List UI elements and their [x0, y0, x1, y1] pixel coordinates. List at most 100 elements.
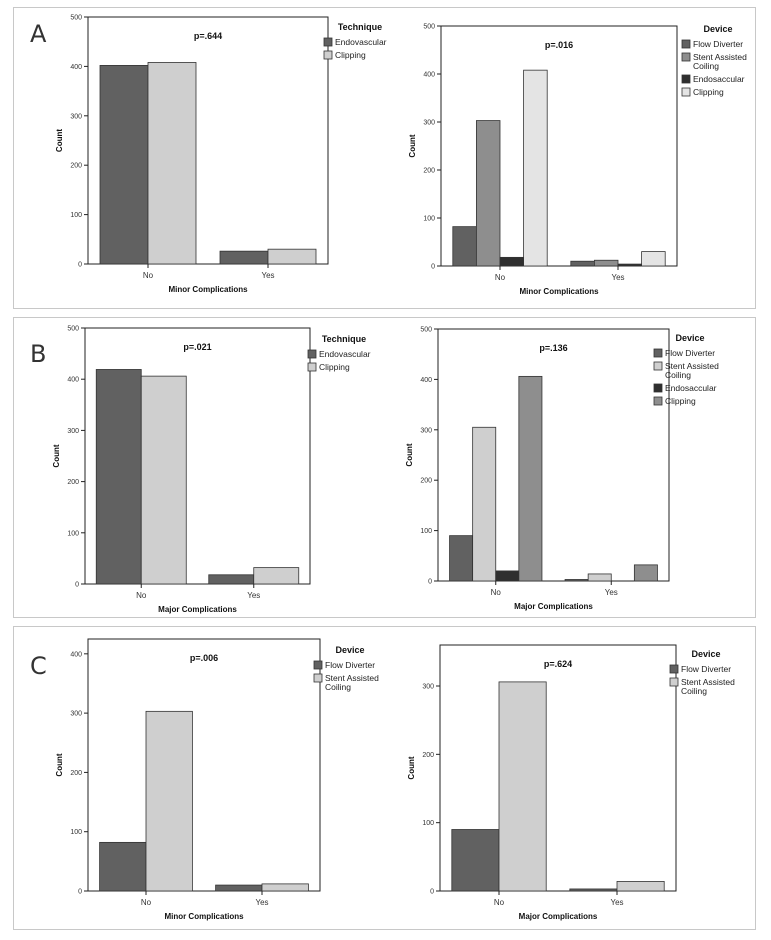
chart-5-ytick-label: 200: [70, 770, 82, 777]
chart-1-bar: [147, 62, 197, 265]
chart-4-legend-swatch: [653, 396, 663, 406]
chart-2-ytick-label: 500: [423, 24, 435, 31]
chart-3-ytick-label: 400: [67, 377, 79, 384]
chart-6-legend-swatch: [669, 677, 679, 687]
chart-1-ytick-label: 0: [78, 262, 82, 269]
chart-5-bar: [145, 710, 193, 892]
chart-4-ytick-label: 400: [420, 377, 432, 384]
chart-5-bar: [215, 884, 263, 892]
chart-1-bar: [219, 250, 269, 265]
chart-6-ytick-label: 100: [422, 820, 434, 827]
chart-2-xtick-label: Yes: [611, 273, 624, 282]
chart-2-legend-title: Device: [703, 24, 732, 34]
chart-4-bar: [472, 426, 497, 582]
chart-2-ytick-label: 0: [431, 264, 435, 271]
chart-4-xtick-label: No: [491, 588, 502, 597]
chart-3-legend-label: Endovascular: [319, 349, 371, 359]
chart-6-legend-label: Flow Diverter: [681, 664, 731, 674]
chart-3-legend-label: Clipping: [319, 362, 350, 372]
chart-2-legend-label: Endosaccular: [693, 74, 745, 84]
chart-3-bar: [208, 574, 255, 585]
chart-6-legend-label: Stent Assisted: [681, 677, 735, 687]
panel-letter-b: B: [30, 340, 47, 368]
chart-3-xtick-label: Yes: [247, 591, 260, 600]
chart-6-xtick-label: Yes: [610, 898, 623, 907]
chart-4-bar: [564, 579, 589, 582]
chart-4-bar: [495, 570, 520, 582]
chart-4-legend-swatch: [653, 348, 663, 358]
chart-4-ytick-label: 500: [420, 327, 432, 334]
chart-6-ytick-label: 200: [422, 752, 434, 759]
chart-3-legend-title: Technique: [322, 334, 366, 344]
chart-4-x-axis-label: Major Complications: [514, 602, 593, 611]
chart-2-y-axis-label: Count: [408, 134, 417, 157]
chart-4-title: p=.136: [539, 343, 567, 353]
chart-6-y-axis-label: Count: [407, 756, 416, 779]
chart-5-ytick-label: 100: [70, 829, 82, 836]
chart-2-legend-swatch: [681, 52, 691, 62]
chart-6-bar: [616, 881, 665, 892]
chart-5-bar: [99, 841, 147, 892]
chart-6-legend-title: Device: [691, 649, 720, 659]
chart-1-bar: [267, 248, 317, 265]
chart-1-legend-swatch: [323, 37, 333, 47]
chart-6-title: p=.624: [544, 659, 572, 669]
chart-4-legend-label: Endosaccular: [665, 383, 717, 393]
chart-4-ytick-label: 300: [420, 427, 432, 434]
chart-3-bar: [95, 369, 142, 585]
chart-5-ytick-label: 0: [78, 889, 82, 896]
chart-3-ytick-label: 0: [75, 582, 79, 589]
chart-1-legend-swatch: [323, 50, 333, 60]
chart-3-ytick-label: 300: [67, 428, 79, 435]
chart-1-ytick-label: 200: [70, 163, 82, 170]
chart-4-legend-swatch: [653, 361, 663, 371]
chart-1-y-axis-label: Count: [55, 129, 64, 152]
chart-5-y-axis-label: Count: [55, 753, 64, 776]
chart-2-bar: [475, 120, 501, 267]
chart-6-bar: [451, 829, 500, 892]
chart-6-ytick-label: 0: [430, 889, 434, 896]
chart-5-legend-label: Stent Assisted: [325, 673, 379, 683]
chart-4-ytick-label: 100: [420, 528, 432, 535]
chart-3-title: p=.021: [183, 342, 211, 352]
chart-4-bar: [587, 573, 612, 582]
chart-5-legend-label: Flow Diverter: [325, 660, 375, 670]
chart-2-legend-swatch: [681, 74, 691, 84]
chart-5-title: p=.006: [190, 653, 218, 663]
chart-4-bar: [449, 535, 474, 582]
chart-2-bar: [499, 256, 525, 267]
chart-1-ytick-label: 300: [70, 113, 82, 120]
chart-5-legend-label: Coiling: [325, 682, 351, 692]
chart-2-bar: [523, 69, 548, 267]
chart-2-bar: [594, 259, 619, 267]
chart-2-ytick-label: 200: [423, 168, 435, 175]
chart-6-legend-swatch: [669, 664, 679, 674]
chart-3-x-axis-label: Major Complications: [158, 605, 237, 614]
chart-4-ytick-label: 0: [428, 579, 432, 586]
chart-2-bar: [617, 263, 643, 267]
chart-1-xtick-label: No: [143, 271, 154, 280]
panel-letter-a: A: [30, 20, 47, 48]
chart-5-ytick-label: 400: [70, 651, 82, 658]
chart-2-legend-label: Coiling: [693, 61, 719, 71]
chart-4-y-axis-label: Count: [405, 443, 414, 466]
chart-2-legend-label: Flow Diverter: [693, 39, 743, 49]
chart-3-legend-swatch: [307, 349, 317, 359]
chart-5-xtick-label: No: [141, 898, 152, 907]
chart-2-legend-label: Stent Assisted: [693, 52, 747, 62]
chart-6-x-axis-label: Major Complications: [519, 912, 598, 921]
chart-4-bar: [633, 564, 658, 582]
chart-1-legend-label: Clipping: [335, 50, 366, 60]
chart-2-legend-label: Clipping: [693, 87, 724, 97]
chart-1-legend-title: Technique: [338, 22, 382, 32]
chart-6-bar: [569, 888, 618, 892]
chart-2-legend-swatch: [681, 39, 691, 49]
chart-4-ytick-label: 200: [420, 478, 432, 485]
chart-1-ytick-label: 500: [70, 15, 82, 22]
chart-4-xtick-label: Yes: [605, 588, 618, 597]
chart-3-ytick-label: 500: [67, 326, 79, 333]
chart-2-bar: [641, 251, 666, 267]
chart-2-bar: [570, 260, 595, 267]
panel-letter-c: C: [30, 652, 47, 680]
